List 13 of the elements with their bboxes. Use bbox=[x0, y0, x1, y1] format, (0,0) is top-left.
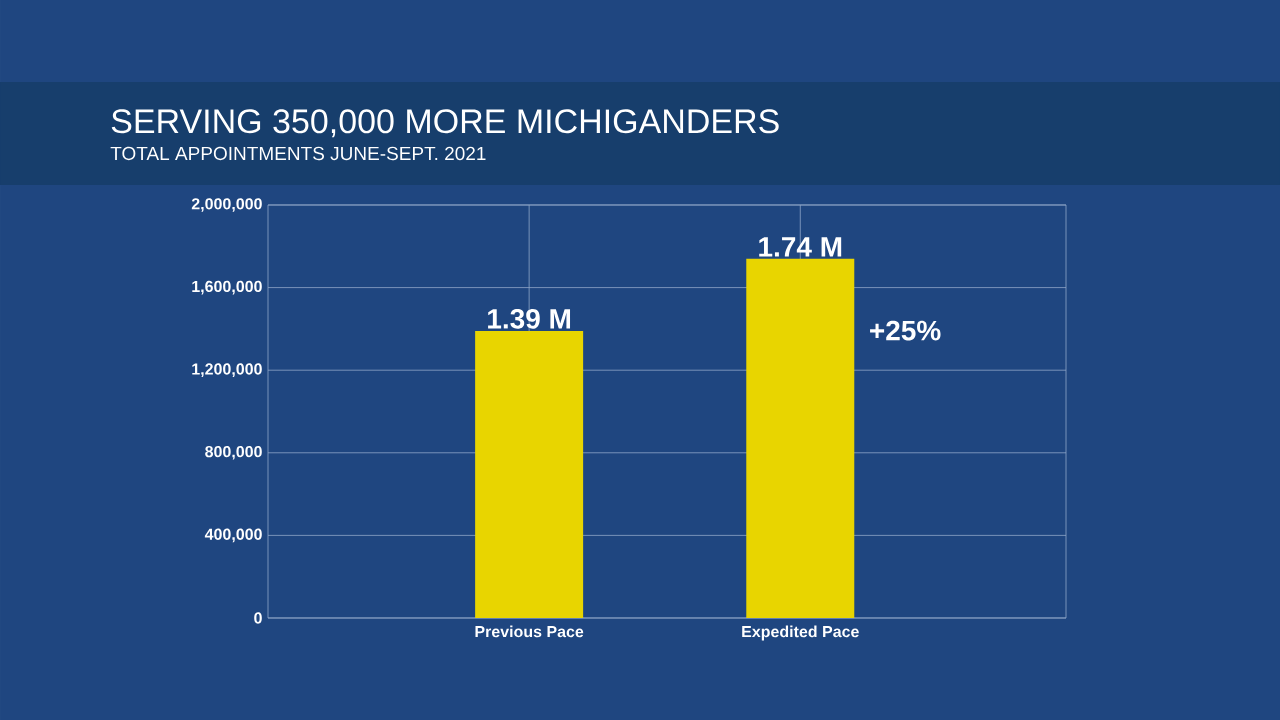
y-tick-label: 2,000,000 bbox=[191, 198, 262, 212]
chart-title: SERVING 350,000 MORE MICHIGANDERS bbox=[111, 109, 779, 138]
x-tick-label: Previous Pace bbox=[475, 625, 584, 638]
y-tick-label: 0 bbox=[254, 612, 262, 624]
y-tick-label: 1,200,000 bbox=[192, 363, 262, 378]
annotation: +25% bbox=[870, 320, 941, 341]
x-tick-label: Expedited Pace bbox=[742, 625, 859, 641]
y-tick-label: 400,000 bbox=[204, 528, 262, 543]
y-tick-label: 800,000 bbox=[205, 445, 262, 460]
data-label: 1.74 M bbox=[759, 237, 842, 257]
y-tick-label: 1,600,000 bbox=[192, 280, 262, 295]
chart-subtitle: TOTAL APPOINTMENTS JUNE-SEPT. 2021 bbox=[110, 146, 486, 161]
data-label: 1.39 M bbox=[488, 308, 571, 329]
